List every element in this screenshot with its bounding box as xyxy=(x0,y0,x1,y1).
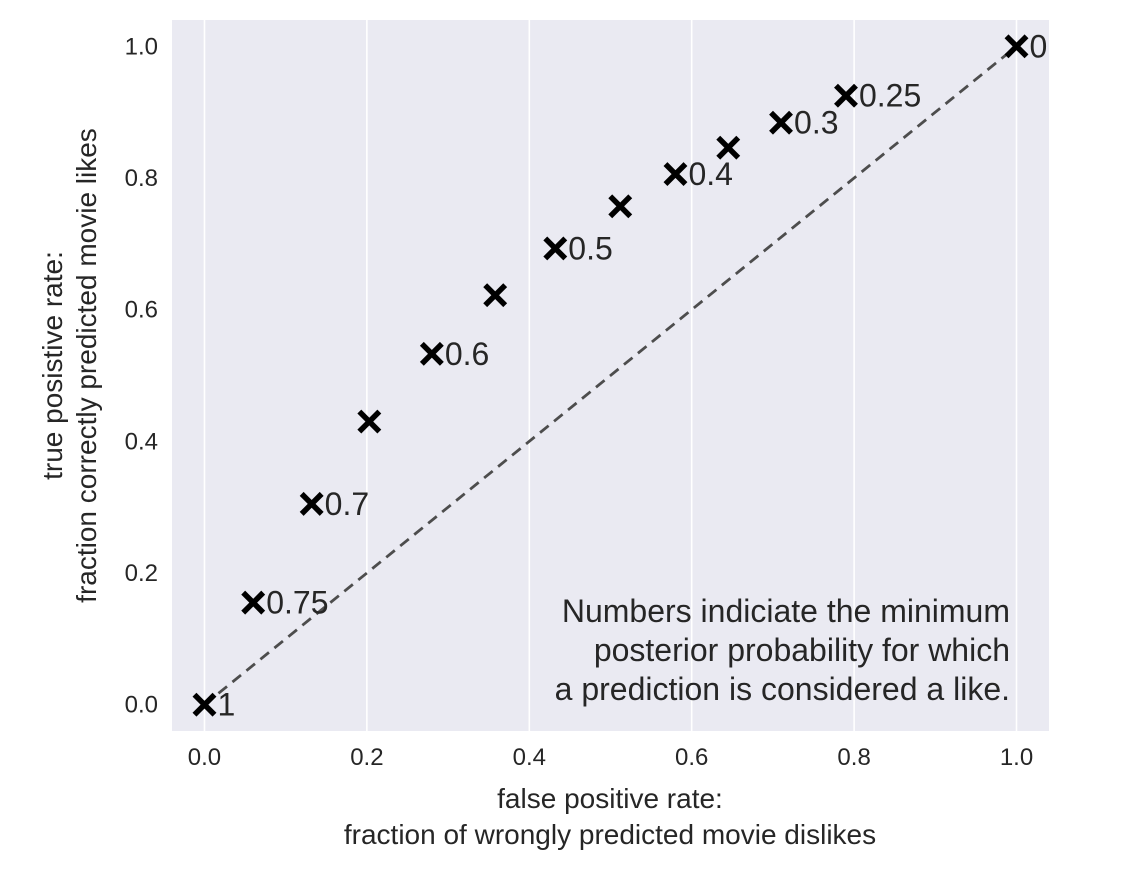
marker-stroke xyxy=(663,162,688,186)
y-tick-label: 0.8 xyxy=(125,165,158,192)
data-point xyxy=(543,236,568,261)
data-point xyxy=(299,491,324,516)
data-point xyxy=(663,162,688,186)
point-label: 0 xyxy=(1030,28,1048,64)
annotation-line: a prediction is considered a like. xyxy=(555,671,1010,707)
x-tick-label: 0.8 xyxy=(837,744,870,771)
marker-stroke xyxy=(716,135,741,160)
annotation-line: posterior probability for which xyxy=(594,632,1010,668)
marker-stroke xyxy=(834,83,858,108)
data-point xyxy=(1004,34,1029,59)
point-label: 0.25 xyxy=(859,78,921,114)
annotation-line: Numbers indiciate the minimum xyxy=(562,593,1010,629)
marker-stroke xyxy=(299,491,324,516)
marker-stroke xyxy=(769,110,793,135)
point-label: 0.75 xyxy=(266,585,328,621)
data-points: 1 0.75 0.7 0.6 0.5 0.4 0.3 0.25 0 xyxy=(192,28,1048,723)
y-tick-label: 0.0 xyxy=(125,692,158,719)
y-tick-label: 0.6 xyxy=(125,297,158,324)
data-point xyxy=(192,692,217,717)
x-tick-label: 0.4 xyxy=(513,744,546,771)
point-label: 0.6 xyxy=(445,336,489,372)
y-axis-title: true posistive rate: xyxy=(37,251,68,480)
x-tick-label: 0.0 xyxy=(188,744,221,771)
tick-labels: 0.0 0.2 0.4 0.6 0.8 1.0 0.0 0.2 0.4 0.6 0.8 1.0 xyxy=(125,33,1034,771)
x-tick-label: 1.0 xyxy=(1000,744,1033,771)
data-point xyxy=(241,590,266,615)
point-label: 0.3 xyxy=(794,105,838,141)
marker-stroke xyxy=(483,283,508,308)
point-label: 1 xyxy=(217,687,235,723)
y-tick-label: 0.2 xyxy=(125,560,158,587)
marker-stroke xyxy=(192,692,217,717)
diagonal-reference-line xyxy=(203,45,1018,706)
grid-lines xyxy=(203,20,1018,731)
data-point xyxy=(483,283,508,308)
y-tick-label: 0.4 xyxy=(125,428,158,455)
data-point xyxy=(608,194,633,219)
marker-stroke xyxy=(241,590,266,615)
marker-stroke xyxy=(608,194,633,219)
x-tick-label: 0.6 xyxy=(675,744,708,771)
point-label: 0.7 xyxy=(325,486,369,522)
x-axis-title: fraction of wrongly predicted movie disl… xyxy=(344,819,876,850)
marker-stroke xyxy=(357,409,382,434)
data-point xyxy=(716,135,741,160)
marker-stroke xyxy=(419,341,444,366)
x-axis-title: false positive rate: xyxy=(497,783,723,814)
data-point xyxy=(357,409,382,434)
marker-stroke xyxy=(1004,34,1029,59)
data-point xyxy=(834,83,858,108)
marker-stroke xyxy=(543,236,568,261)
axis-titles: false positive rate: fraction of wrongly … xyxy=(37,128,876,850)
data-point xyxy=(419,341,444,366)
data-point xyxy=(769,110,793,135)
y-tick-label: 1.0 xyxy=(125,33,158,60)
point-label: 0.5 xyxy=(568,230,612,266)
x-tick-label: 0.2 xyxy=(350,744,383,771)
point-label: 0.4 xyxy=(688,156,732,192)
y-axis-title: fraction correctly predicted movie likes xyxy=(71,128,102,603)
reference-line-group xyxy=(203,45,1018,706)
